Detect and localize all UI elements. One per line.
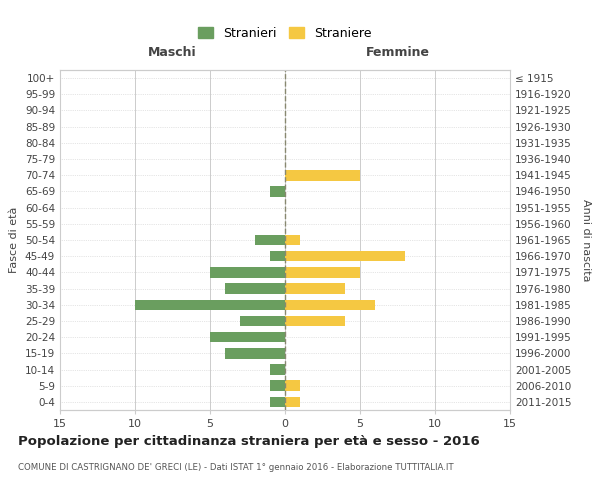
Bar xyxy=(285,284,345,294)
Bar xyxy=(285,234,300,246)
Bar xyxy=(285,170,360,180)
Text: Maschi: Maschi xyxy=(148,46,197,59)
Bar xyxy=(285,267,360,278)
Bar xyxy=(225,348,285,358)
Bar xyxy=(255,234,285,246)
Legend: Stranieri, Straniere: Stranieri, Straniere xyxy=(193,22,377,45)
Bar xyxy=(210,332,285,342)
Y-axis label: Fasce di età: Fasce di età xyxy=(10,207,19,273)
Text: Popolazione per cittadinanza straniera per età e sesso - 2016: Popolazione per cittadinanza straniera p… xyxy=(18,435,480,448)
Text: COMUNE DI CASTRIGNANO DE' GRECI (LE) - Dati ISTAT 1° gennaio 2016 - Elaborazione: COMUNE DI CASTRIGNANO DE' GRECI (LE) - D… xyxy=(18,463,454,472)
Bar xyxy=(270,186,285,196)
Bar xyxy=(285,316,345,326)
Bar xyxy=(270,251,285,262)
Bar xyxy=(240,316,285,326)
Bar xyxy=(285,396,300,407)
Bar xyxy=(285,300,375,310)
Bar xyxy=(270,396,285,407)
Bar xyxy=(270,364,285,375)
Bar xyxy=(270,380,285,391)
Bar xyxy=(135,300,285,310)
Bar xyxy=(210,267,285,278)
Text: Femmine: Femmine xyxy=(365,46,430,59)
Y-axis label: Anni di nascita: Anni di nascita xyxy=(581,198,591,281)
Bar xyxy=(285,380,300,391)
Bar xyxy=(225,284,285,294)
Bar xyxy=(285,251,405,262)
